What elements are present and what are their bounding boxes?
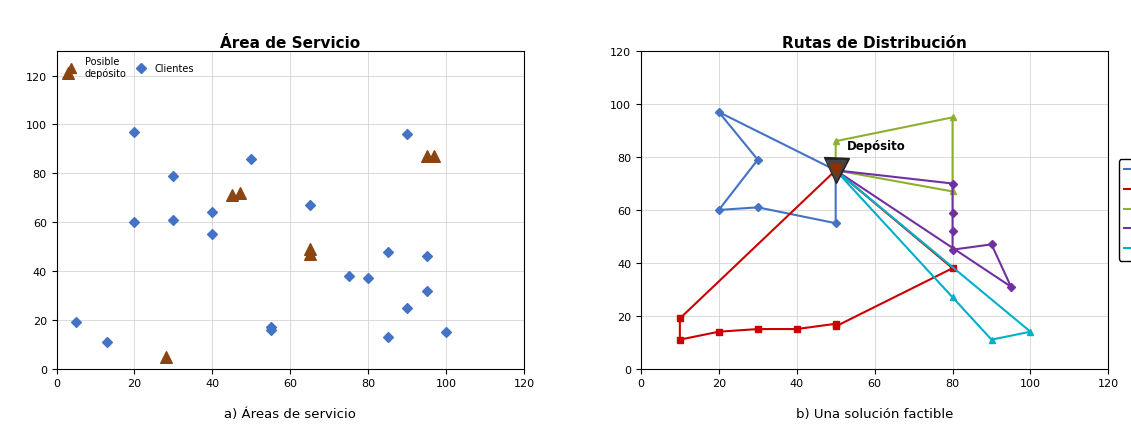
Point	[164, 173, 182, 180]
Ruta_V4	[946, 210, 959, 216]
Point	[98, 339, 116, 345]
Ruta_V1	[713, 208, 726, 213]
Ruta_V1	[751, 205, 765, 210]
Point	[379, 334, 397, 341]
Point	[231, 190, 249, 197]
Point	[126, 219, 144, 226]
Ruta_V2	[673, 337, 687, 342]
Ruta_V2	[713, 329, 726, 335]
Point	[59, 71, 77, 78]
Ruta_V3	[946, 115, 959, 121]
Line: Ruta_V4: Ruta_V4	[832, 168, 1013, 290]
Legend: Posible
depósito, Clientes: Posible depósito, Clientes	[61, 57, 195, 79]
Ruta_V4	[1004, 284, 1018, 289]
Title: Área de Servicio: Área de Servicio	[221, 36, 361, 51]
Ruta_V1	[713, 110, 726, 115]
Text: a) Áreas de servicio: a) Áreas de servicio	[224, 407, 356, 420]
Ruta_V5	[829, 168, 843, 174]
Ruta_V1	[829, 221, 843, 226]
Line: Ruta_V3: Ruta_V3	[832, 115, 956, 195]
Point	[437, 329, 455, 336]
Point	[67, 319, 85, 326]
Point	[398, 305, 416, 312]
Ruta_V1	[829, 168, 843, 174]
Ruta_V2	[829, 168, 843, 174]
Ruta_V4	[829, 168, 843, 174]
Text: Depósito: Depósito	[847, 140, 906, 153]
Ruta_V2	[751, 327, 765, 332]
Ruta_V3	[946, 189, 959, 194]
Point	[242, 156, 260, 163]
Ruta_V5	[985, 337, 999, 342]
Point	[398, 132, 416, 138]
Point	[223, 192, 241, 199]
Ruta_V4	[946, 181, 959, 187]
Point	[360, 275, 378, 282]
Point	[301, 202, 319, 209]
Point	[417, 253, 435, 260]
Point	[261, 324, 279, 331]
Point	[156, 353, 174, 360]
Point	[417, 153, 435, 160]
Point	[301, 246, 319, 253]
Point	[126, 129, 144, 136]
Point	[425, 153, 443, 160]
Point	[261, 326, 279, 333]
Ruta_V2	[829, 322, 843, 327]
Line: Ruta_V1: Ruta_V1	[716, 110, 838, 227]
Ruta_V5	[829, 168, 843, 174]
Ruta_V2	[789, 327, 803, 332]
Point	[379, 248, 397, 255]
Line: Ruta_V2: Ruta_V2	[677, 168, 956, 342]
Legend: Ruta_V1, Ruta_V2, Ruta_V3, Ruta_V4, Ruta_V5: Ruta_V1, Ruta_V2, Ruta_V3, Ruta_V4, Ruta…	[1119, 160, 1131, 261]
Ruta_V3	[829, 168, 843, 174]
Ruta_V4	[946, 247, 959, 253]
Point	[164, 217, 182, 224]
Ruta_V3	[829, 168, 843, 174]
Text: b) Una solución factible: b) Una solución factible	[796, 407, 953, 420]
Point	[204, 210, 222, 217]
Line: Ruta_V5: Ruta_V5	[832, 168, 1034, 342]
Point	[339, 273, 357, 280]
Ruta_V2	[829, 168, 843, 174]
Ruta_V5	[1024, 329, 1037, 335]
Ruta_V5	[946, 295, 959, 300]
Ruta_V2	[829, 324, 843, 329]
Ruta_V4	[829, 168, 843, 174]
Ruta_V4	[985, 242, 999, 247]
Ruta_V4	[946, 229, 959, 234]
Ruta_V3	[829, 139, 843, 145]
Point	[204, 231, 222, 238]
Point	[301, 251, 319, 258]
Ruta_V1	[829, 168, 843, 174]
Point	[417, 287, 435, 294]
Ruta_V1	[751, 158, 765, 163]
Ruta_V2	[946, 266, 959, 271]
Title: Rutas de Distribución: Rutas de Distribución	[783, 36, 967, 51]
Ruta_V2	[673, 316, 687, 321]
